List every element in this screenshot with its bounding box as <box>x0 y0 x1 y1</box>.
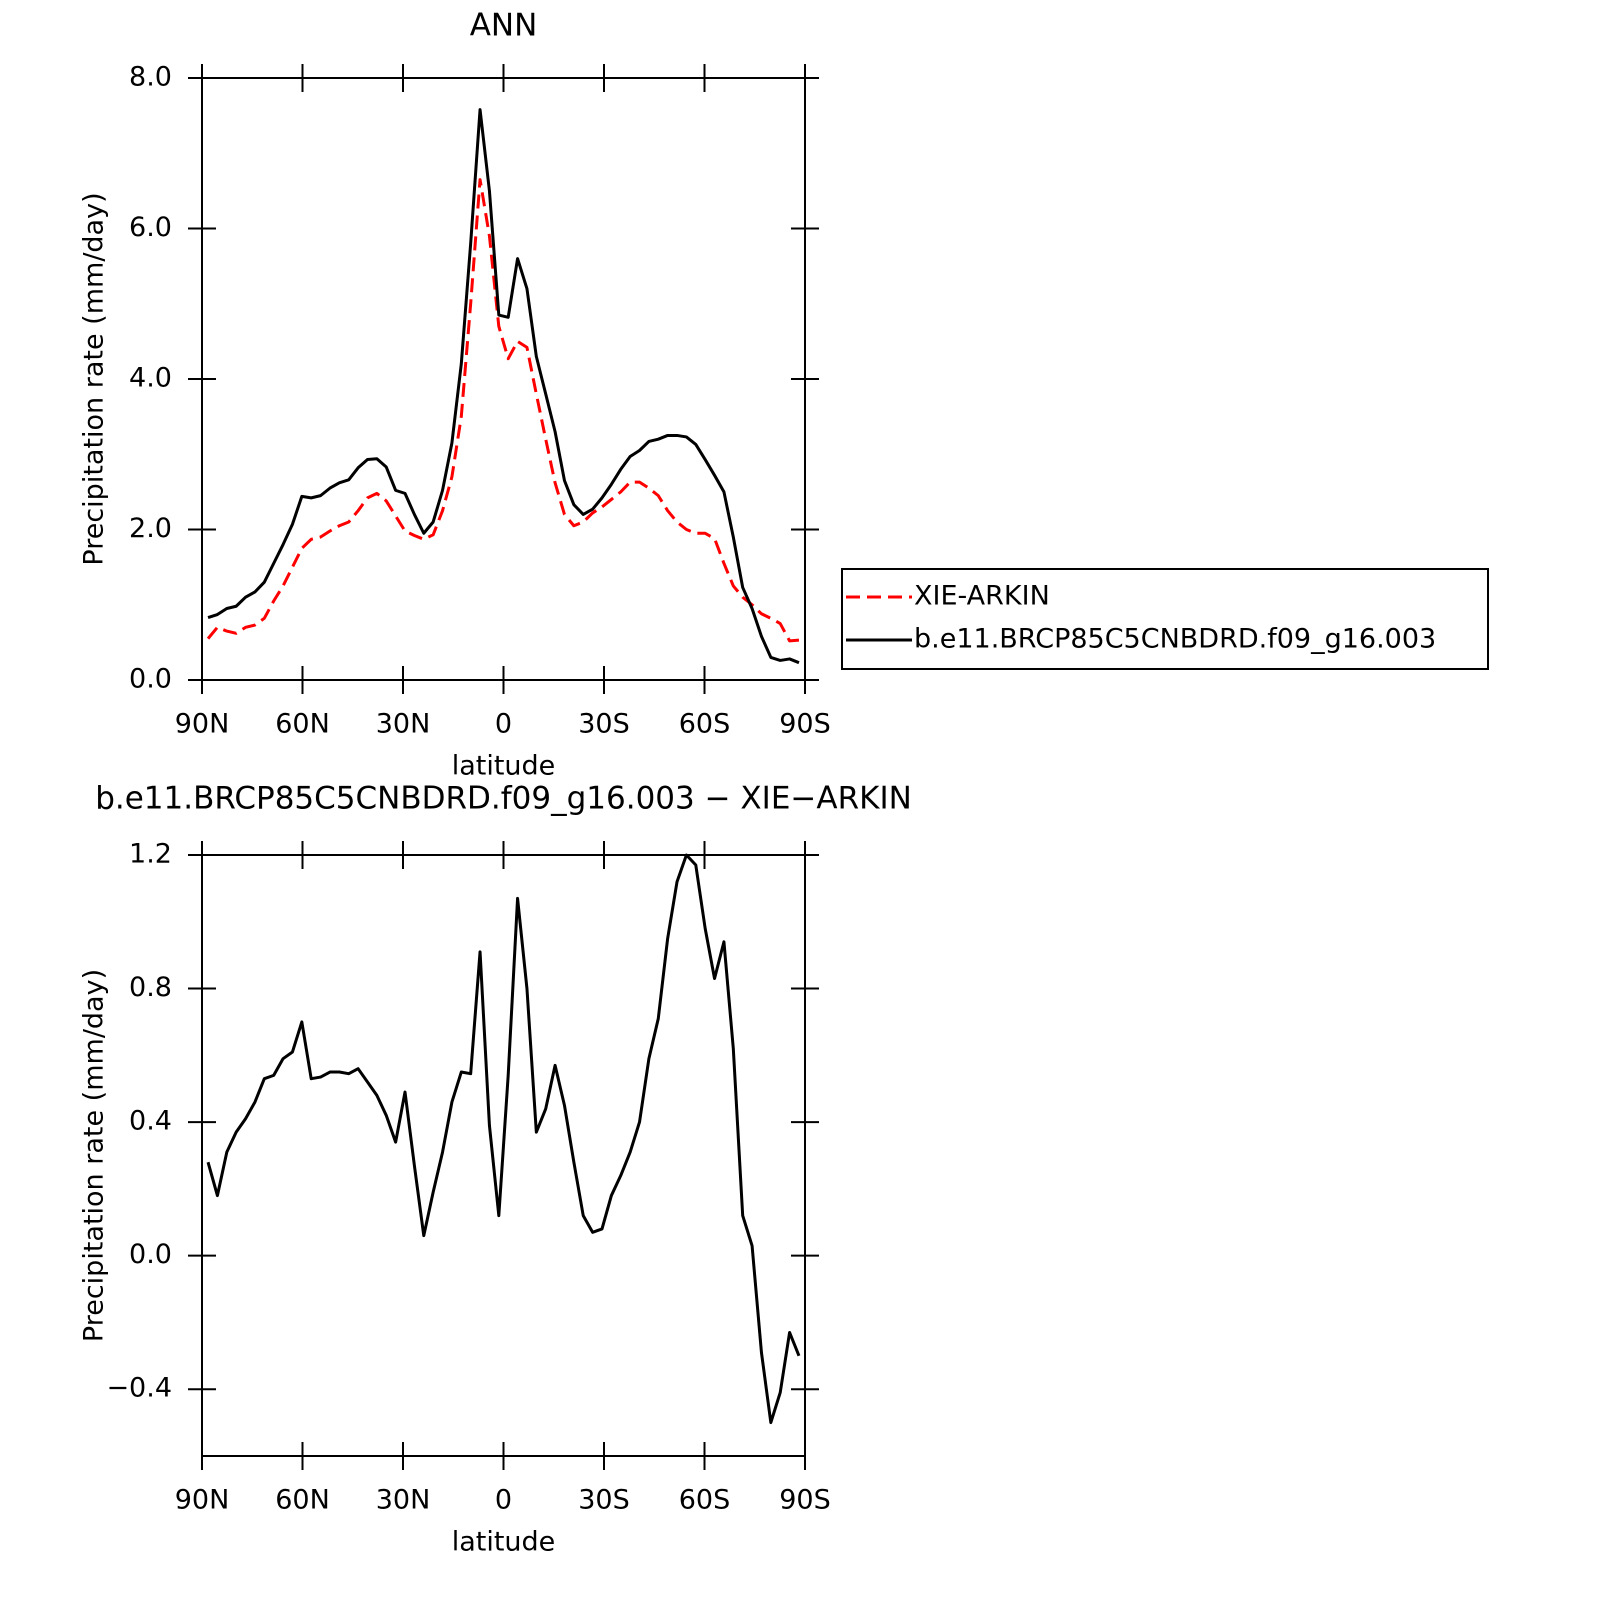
chart-title: ANN <box>470 8 538 44</box>
x-tick-label: 60S <box>679 709 731 740</box>
x-tick-label: 30N <box>376 1485 431 1516</box>
x-axis-label: latitude <box>452 1527 556 1558</box>
data-line <box>206 853 801 1425</box>
chart-title: b.e11.BRCP85C5CNBDRD.f09_g16.003 − XIE−A… <box>95 781 912 817</box>
y-tick-label: 0.4 <box>129 1106 172 1137</box>
x-tick-label: 90S <box>779 1485 831 1516</box>
y-axis-label: Precipitation rate (mm/day) <box>79 969 110 1342</box>
data-line <box>206 178 800 643</box>
x-axis-label: latitude <box>452 751 556 782</box>
x-tick-label: 0 <box>495 1485 512 1516</box>
y-tick-label: 4.0 <box>129 363 172 394</box>
y-tick-label: 1.2 <box>129 839 172 870</box>
y-axis-label: Precipitation rate (mm/day) <box>79 192 110 565</box>
y-tick-label: 2.0 <box>129 513 172 544</box>
plot-frame <box>201 77 806 681</box>
legend-box <box>841 568 1489 670</box>
x-tick-label: 30N <box>376 709 431 740</box>
data-line <box>207 108 800 665</box>
x-tick-label: 0 <box>495 709 512 740</box>
x-tick-label: 60N <box>275 709 330 740</box>
x-tick-label: 90S <box>779 709 831 740</box>
x-tick-label: 30S <box>578 709 630 740</box>
x-tick-label: 60S <box>679 1485 731 1516</box>
x-tick-label: 90N <box>175 709 230 740</box>
y-tick-label: 6.0 <box>129 212 172 243</box>
y-tick-label: 0.0 <box>129 664 172 695</box>
y-tick-label: 0.0 <box>129 1239 172 1270</box>
legend-label: b.e11.BRCP85C5CNBDRD.f09_g16.003 <box>914 624 1436 655</box>
x-tick-label: 60N <box>275 1485 330 1516</box>
x-tick-label: 90N <box>175 1485 230 1516</box>
y-tick-label: 0.8 <box>129 972 172 1003</box>
y-tick-label: −0.4 <box>106 1373 172 1404</box>
x-tick-label: 30S <box>578 1485 630 1516</box>
legend-label: XIE-ARKIN <box>914 581 1050 612</box>
y-tick-label: 8.0 <box>129 62 172 93</box>
